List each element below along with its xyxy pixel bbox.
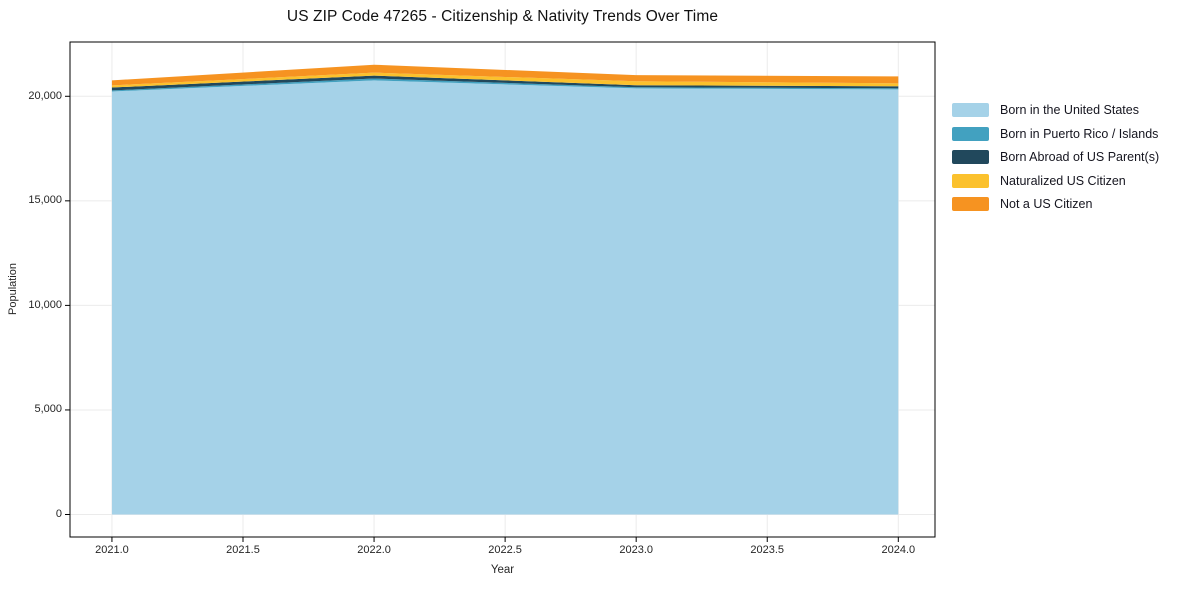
legend-item-4: Not a US Citizen: [952, 197, 1159, 211]
chart-title: US ZIP Code 47265 - Citizenship & Nativi…: [286, 8, 719, 25]
x-tick-label: 2021.0: [95, 544, 129, 556]
series-band-0: [111, 80, 899, 515]
legend-item-1: Born in Puerto Rico / Islands: [952, 126, 1159, 141]
x-tick-label: 2023.0: [619, 544, 653, 556]
legend-label: Born in Puerto Rico / Islands: [1000, 126, 1159, 141]
legend-swatch: [952, 126, 989, 141]
legend-label: Born in the United States: [1000, 103, 1139, 117]
legend-swatch: [952, 173, 989, 188]
y-tick-label: 20,000: [28, 89, 62, 102]
x-axis-label: Year: [490, 564, 515, 576]
legend-swatch: [952, 103, 989, 117]
y-tick-label: 5,000: [34, 403, 62, 416]
x-tick-label: 2021.5: [226, 544, 260, 556]
legend-label: Naturalized US Citizen: [1000, 173, 1126, 188]
series-band-2: [111, 75, 899, 91]
x-tick-label: 2024.0: [881, 544, 916, 556]
plot-frame: [69, 41, 936, 538]
series-band-3: [111, 72, 899, 88]
x-tick-label: 2022.5: [488, 544, 522, 556]
legend-label: Not a US Citizen: [1000, 197, 1093, 211]
x-tick-label: 2023.5: [750, 544, 785, 556]
legend: Born in the United States Born in Puerto …: [952, 103, 1159, 211]
series-band-4: [111, 64, 899, 86]
legend-label: Born Abroad of US Parent(s): [1000, 150, 1160, 164]
x-tick-label: 2022.0: [357, 544, 391, 556]
legend-item-3: Naturalized US Citizen: [952, 173, 1159, 188]
legend-item-2: Born Abroad of US Parent(s): [952, 150, 1159, 164]
legend-swatch: [952, 197, 989, 211]
y-tick-label: 15,000: [28, 194, 62, 207]
legend-swatch: [952, 150, 989, 164]
y-tick-label: 0: [55, 508, 62, 520]
y-tick-label: 10,000: [28, 298, 62, 311]
series-band-1: [111, 78, 899, 92]
y-axis-label: Population: [7, 263, 19, 315]
legend-item-0: Born in the United States: [952, 103, 1159, 117]
